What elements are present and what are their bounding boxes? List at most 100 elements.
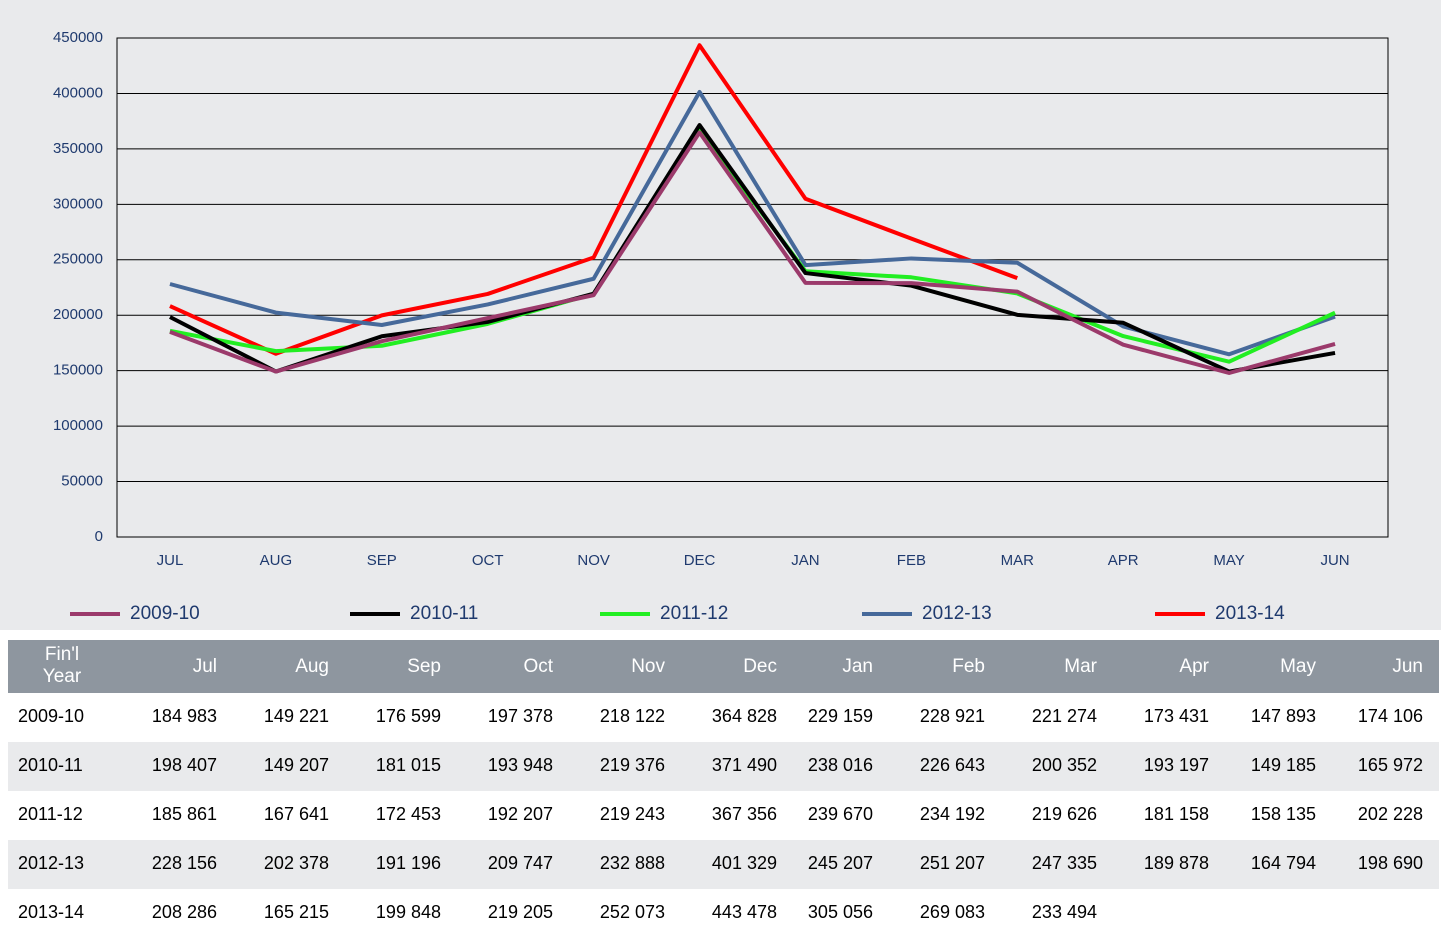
table-cell: 174 106 xyxy=(1358,706,1423,726)
table-row-label: 2011-12 xyxy=(18,804,83,824)
legend-label: 2009-10 xyxy=(130,603,200,624)
table-cell: 219 626 xyxy=(1032,804,1097,824)
table-cell: 219 205 xyxy=(488,902,553,922)
table-cell: 371 490 xyxy=(712,755,777,775)
table-cell: 165 972 xyxy=(1358,755,1423,775)
table-header-cell: Aug xyxy=(295,656,329,677)
table-header-cell: Feb xyxy=(952,656,985,677)
x-tick-label: FEB xyxy=(897,552,926,569)
table-cell: 218 122 xyxy=(600,706,665,726)
table-cell: 198 407 xyxy=(152,755,217,775)
table-cell: 219 376 xyxy=(600,755,665,775)
table-cell: 305 056 xyxy=(808,902,873,922)
x-tick-label: MAR xyxy=(1001,552,1035,569)
y-tick-label: 450000 xyxy=(53,29,103,46)
table-cell: 239 670 xyxy=(808,804,873,824)
y-tick-label: 50000 xyxy=(61,473,103,490)
table-cell: 226 643 xyxy=(920,755,985,775)
table-cell: 208 286 xyxy=(152,902,217,922)
table-cell: 443 478 xyxy=(712,902,777,922)
table-cell: 198 690 xyxy=(1358,853,1423,873)
table-header-cell: Oct xyxy=(523,656,553,677)
series-line xyxy=(169,123,1336,374)
table-cell: 233 494 xyxy=(1032,902,1097,922)
table-cell: 184 983 xyxy=(152,706,217,726)
plot-frame xyxy=(116,37,1389,538)
legend-label: 2010-11 xyxy=(410,603,478,624)
x-tick-label: OCT xyxy=(472,552,504,569)
table-row-background xyxy=(8,840,1439,889)
table-cell: 193 948 xyxy=(488,755,553,775)
table-cell: 202 228 xyxy=(1358,804,1423,824)
table-cell: 269 083 xyxy=(920,902,985,922)
table-cell: 228 156 xyxy=(152,853,217,873)
table-cell: 202 378 xyxy=(264,853,329,873)
y-tick-label: 200000 xyxy=(53,306,103,323)
x-tick-label: MAY xyxy=(1213,552,1244,569)
table-cell: 158 135 xyxy=(1251,804,1316,824)
table-cell: 173 431 xyxy=(1144,706,1209,726)
table-header-cell: Sep xyxy=(407,656,441,677)
table-cell: 232 888 xyxy=(600,853,665,873)
table-cell: 165 215 xyxy=(264,902,329,922)
y-tick-label: 300000 xyxy=(53,195,103,212)
table-header-cell: Apr xyxy=(1179,656,1209,677)
series-line xyxy=(169,130,1336,376)
table-cell: 367 356 xyxy=(712,804,777,824)
table-header-cell: May xyxy=(1280,656,1316,677)
table-cell: 238 016 xyxy=(808,755,873,775)
table-cell: 252 073 xyxy=(600,902,665,922)
x-tick-label: AUG xyxy=(260,552,293,569)
x-tick-label: NOV xyxy=(577,552,610,569)
table-header-cell: Jun xyxy=(1392,656,1423,677)
table-row-label: 2012-13 xyxy=(18,853,84,873)
table-cell: 192 207 xyxy=(488,804,553,824)
table-cell: 149 207 xyxy=(264,755,329,775)
x-tick-label: DEC xyxy=(684,552,716,569)
legend-label: 2013-14 xyxy=(1215,603,1285,624)
table-cell: 251 207 xyxy=(920,853,985,873)
x-tick-label: JUL xyxy=(157,552,184,569)
table-cell: 167 641 xyxy=(264,804,329,824)
table-cell: 228 921 xyxy=(920,706,985,726)
y-tick-label: 400000 xyxy=(53,84,103,101)
table-cell: 364 828 xyxy=(712,706,777,726)
table-row-label: 2009-10 xyxy=(18,706,84,726)
table-header-cell: Fin'l Year xyxy=(43,644,82,687)
y-tick-label: 150000 xyxy=(53,362,103,379)
table-cell: 149 221 xyxy=(264,706,329,726)
table-cell: 247 335 xyxy=(1032,853,1097,873)
table-cell: 234 192 xyxy=(920,804,985,824)
table-row-label: 2010-11 xyxy=(18,755,83,775)
table-row-background xyxy=(8,742,1439,791)
table-cell: 200 352 xyxy=(1032,755,1097,775)
table-cell: 221 274 xyxy=(1032,706,1097,726)
table-cell: 199 848 xyxy=(376,902,441,922)
table-cell: 147 893 xyxy=(1251,706,1316,726)
y-tick-label: 0 xyxy=(95,528,103,545)
table-cell: 164 794 xyxy=(1251,853,1316,873)
table-cell: 191 196 xyxy=(376,853,441,873)
table-row-label: 2013-14 xyxy=(18,902,84,922)
table-cell: 219 243 xyxy=(600,804,665,824)
table-cell: 401 329 xyxy=(712,853,777,873)
x-tick-label: JUN xyxy=(1320,552,1349,569)
table-header-cell: Jul xyxy=(193,656,217,677)
table-cell: 209 747 xyxy=(488,853,553,873)
legend-label: 2012-13 xyxy=(922,603,992,624)
table-cell: 185 861 xyxy=(152,804,217,824)
series-line xyxy=(169,43,1018,356)
x-tick-label: SEP xyxy=(367,552,397,569)
table-cell: 197 378 xyxy=(488,706,553,726)
y-tick-label: 250000 xyxy=(53,251,103,268)
table-header-background xyxy=(8,640,1439,693)
table-header-cell: Nov xyxy=(631,656,665,677)
table-header-cell: Jan xyxy=(842,656,873,677)
y-tick-label: 100000 xyxy=(53,417,103,434)
table-cell: 193 197 xyxy=(1144,755,1209,775)
table-header-cell: Mar xyxy=(1064,656,1097,677)
table-cell: 172 453 xyxy=(376,804,441,824)
y-tick-label: 350000 xyxy=(53,140,103,157)
table-cell: 181 158 xyxy=(1144,804,1209,824)
